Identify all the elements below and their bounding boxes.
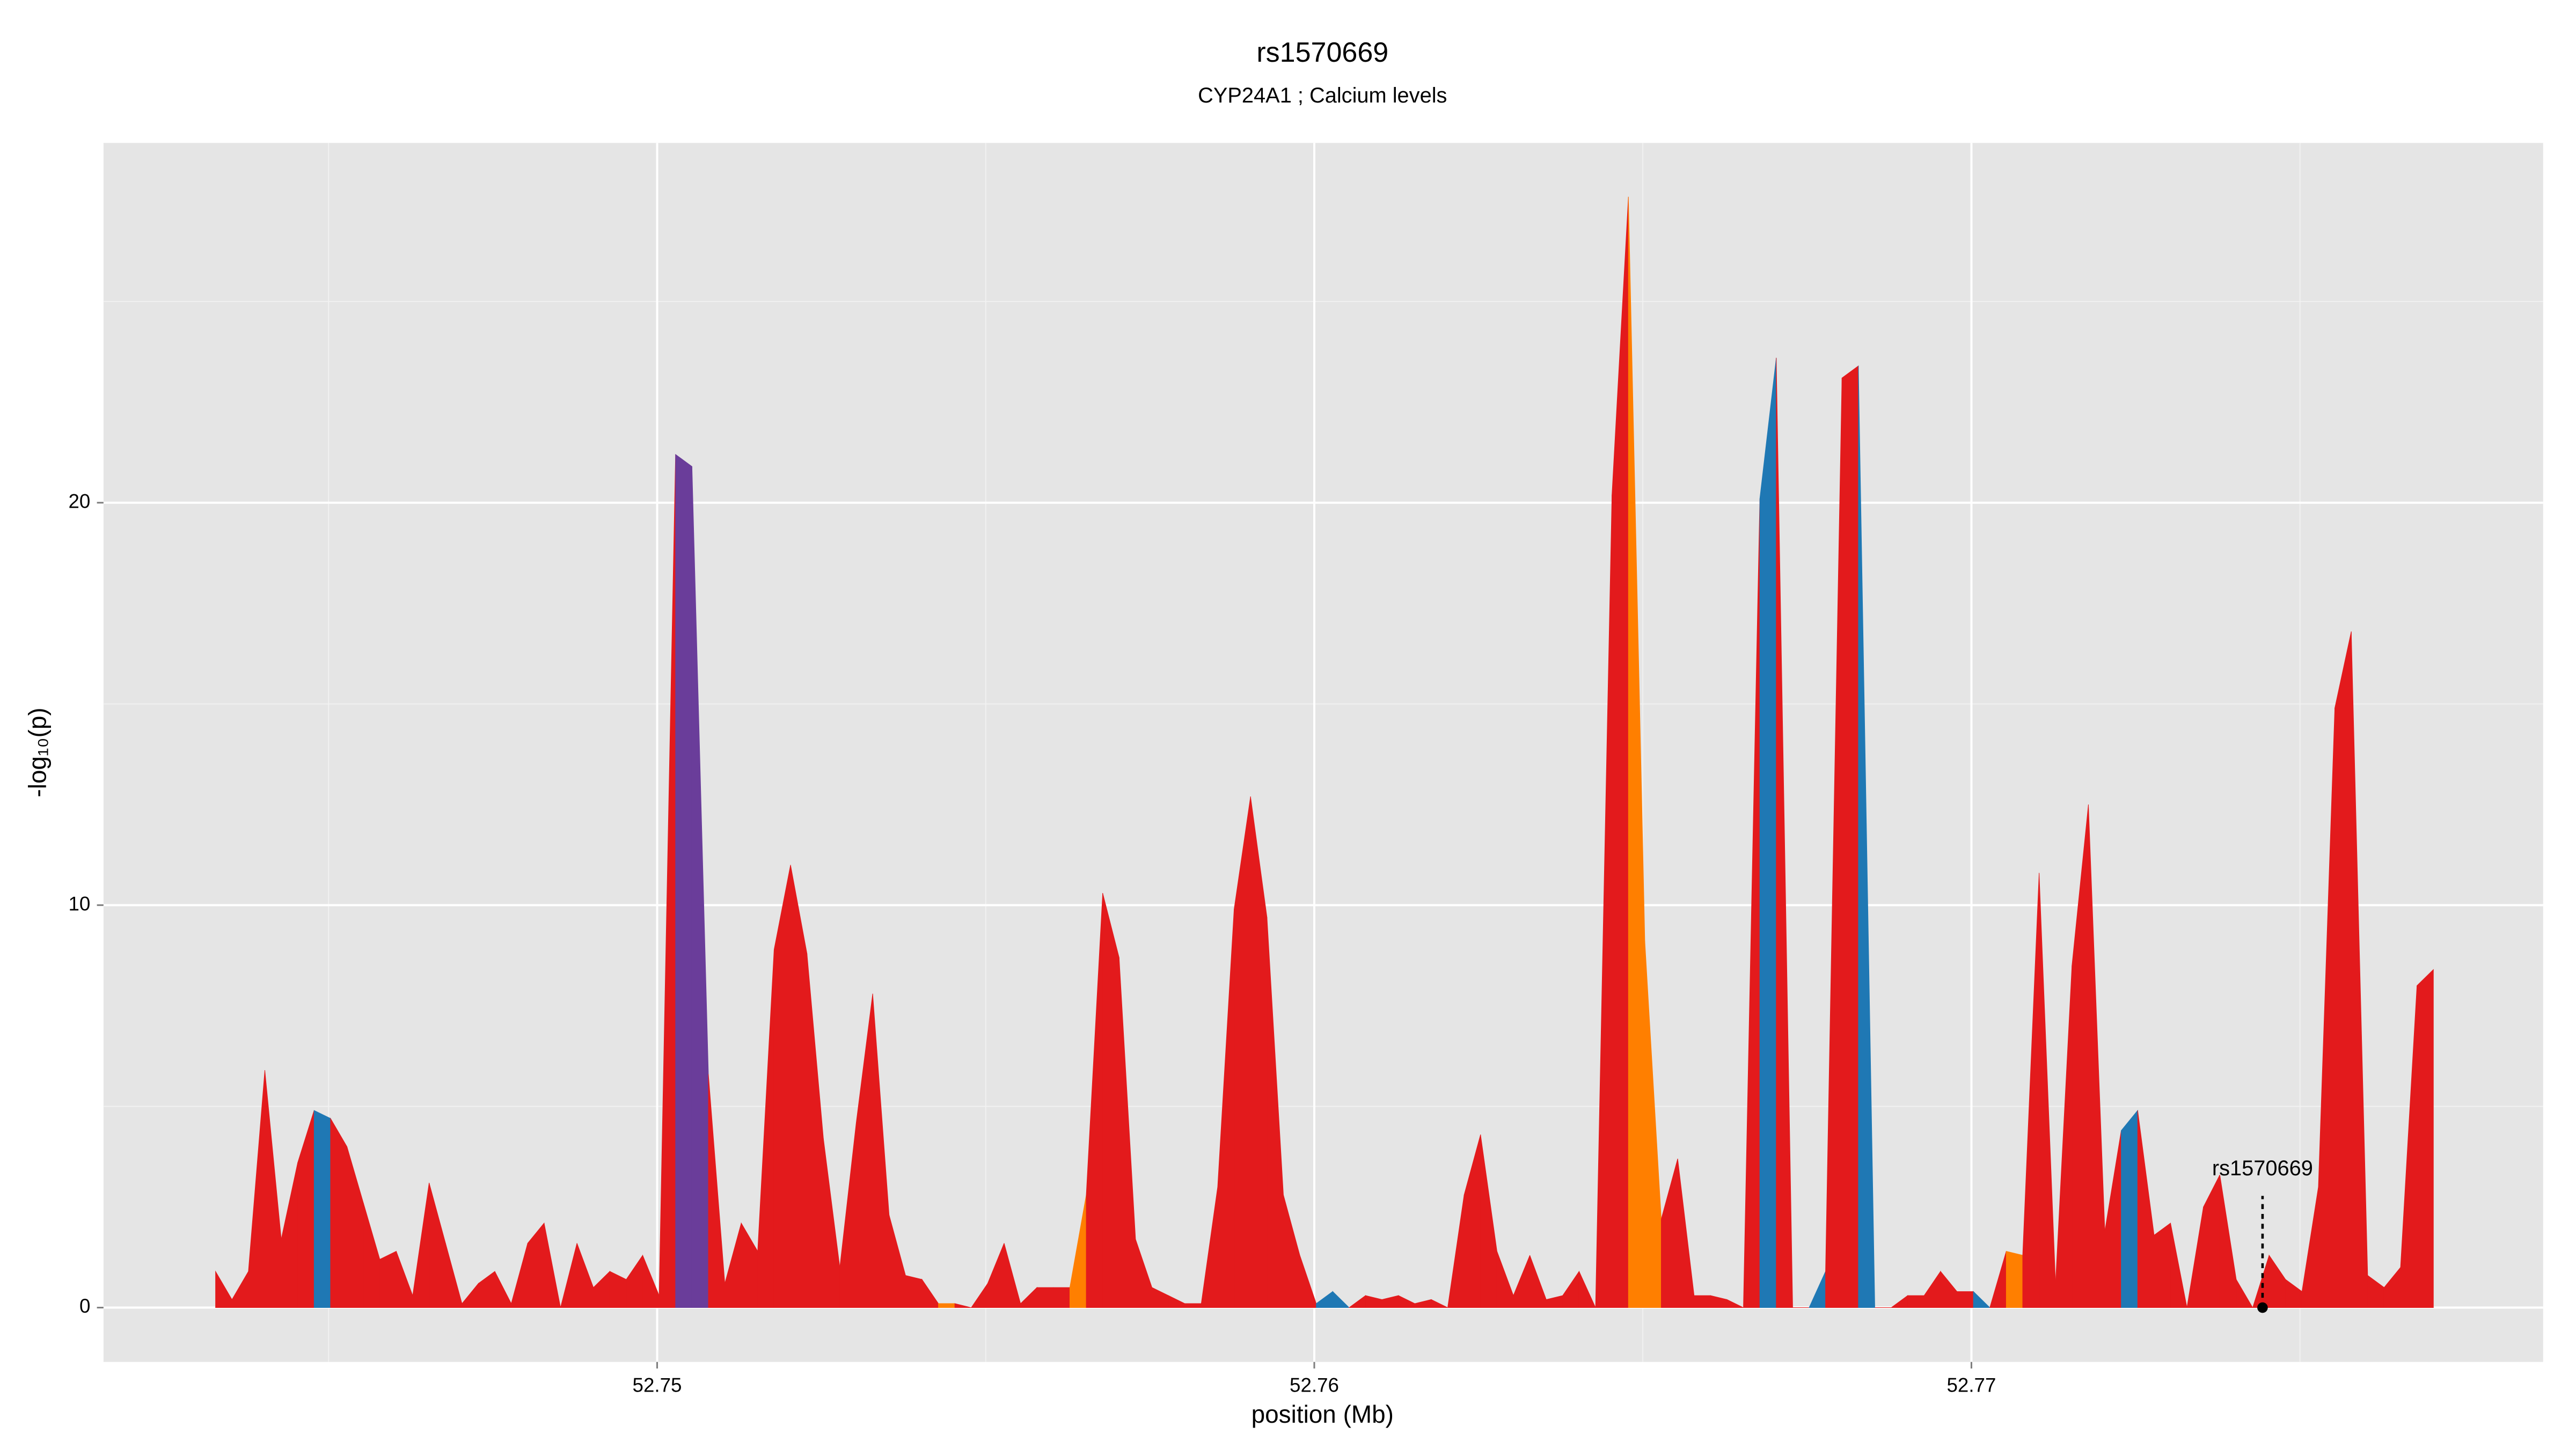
area-segment: [1759, 357, 1777, 1308]
area-segment: [1102, 893, 1119, 1308]
area-segment: [2121, 1109, 2138, 1308]
area-segment: [905, 1275, 923, 1308]
area-segment: [675, 453, 692, 1308]
area-segment: [2334, 631, 2352, 1308]
area-segment: [1957, 1291, 1974, 1308]
x-axis-label: position (Mb): [1252, 1400, 1394, 1428]
annotation-label: rs1570669: [2212, 1157, 2313, 1180]
area-segment: [1036, 1287, 1054, 1308]
chart-subtitle: CYP24A1 ; Calcium levels: [1198, 84, 1447, 107]
area-segment: [1694, 1295, 1711, 1308]
area-segment: [1858, 365, 1875, 1308]
area-segment: [2170, 1223, 2187, 1308]
area-segment: [1184, 1303, 1202, 1308]
area-segment: [2236, 1278, 2253, 1308]
area-segment: [1776, 357, 1793, 1308]
area-segment: [1578, 1271, 1596, 1308]
area-segment: [2006, 1250, 2023, 1308]
area-segment: [544, 1223, 561, 1308]
area-segment: [1726, 1299, 1744, 1308]
area-segment: [379, 1250, 397, 1308]
area-segment: [2154, 1223, 2171, 1308]
y-axis-label: -log₁₀(p): [24, 707, 52, 797]
y-tick-label: 20: [69, 490, 91, 512]
plot-panel: [103, 143, 2543, 1362]
area-segment: [1332, 1291, 1350, 1308]
area-segment: [1907, 1295, 1924, 1308]
x-tick-label: 52.75: [633, 1374, 682, 1396]
area-segment: [2417, 969, 2434, 1308]
x-tick-label: 52.77: [1947, 1374, 1996, 1396]
area-segment: [330, 1117, 347, 1308]
area-segment: [1431, 1299, 1448, 1308]
chart-title: rs1570669: [1256, 37, 1388, 68]
area-segment: [1053, 1287, 1070, 1308]
area-marks: [215, 196, 2434, 1308]
y-tick-label: 10: [69, 892, 91, 914]
area-segment: [954, 1303, 971, 1308]
area-segment: [313, 1110, 331, 1308]
area-segment: [1841, 365, 1859, 1308]
annotation-point: [2257, 1302, 2268, 1313]
area-segment: [938, 1303, 955, 1308]
y-tick-label: 0: [79, 1295, 90, 1317]
annotation-layer: rs1570669: [2212, 1157, 2313, 1313]
area-segment: [1973, 1291, 1990, 1308]
x-tick-label: 52.76: [1290, 1374, 1339, 1396]
